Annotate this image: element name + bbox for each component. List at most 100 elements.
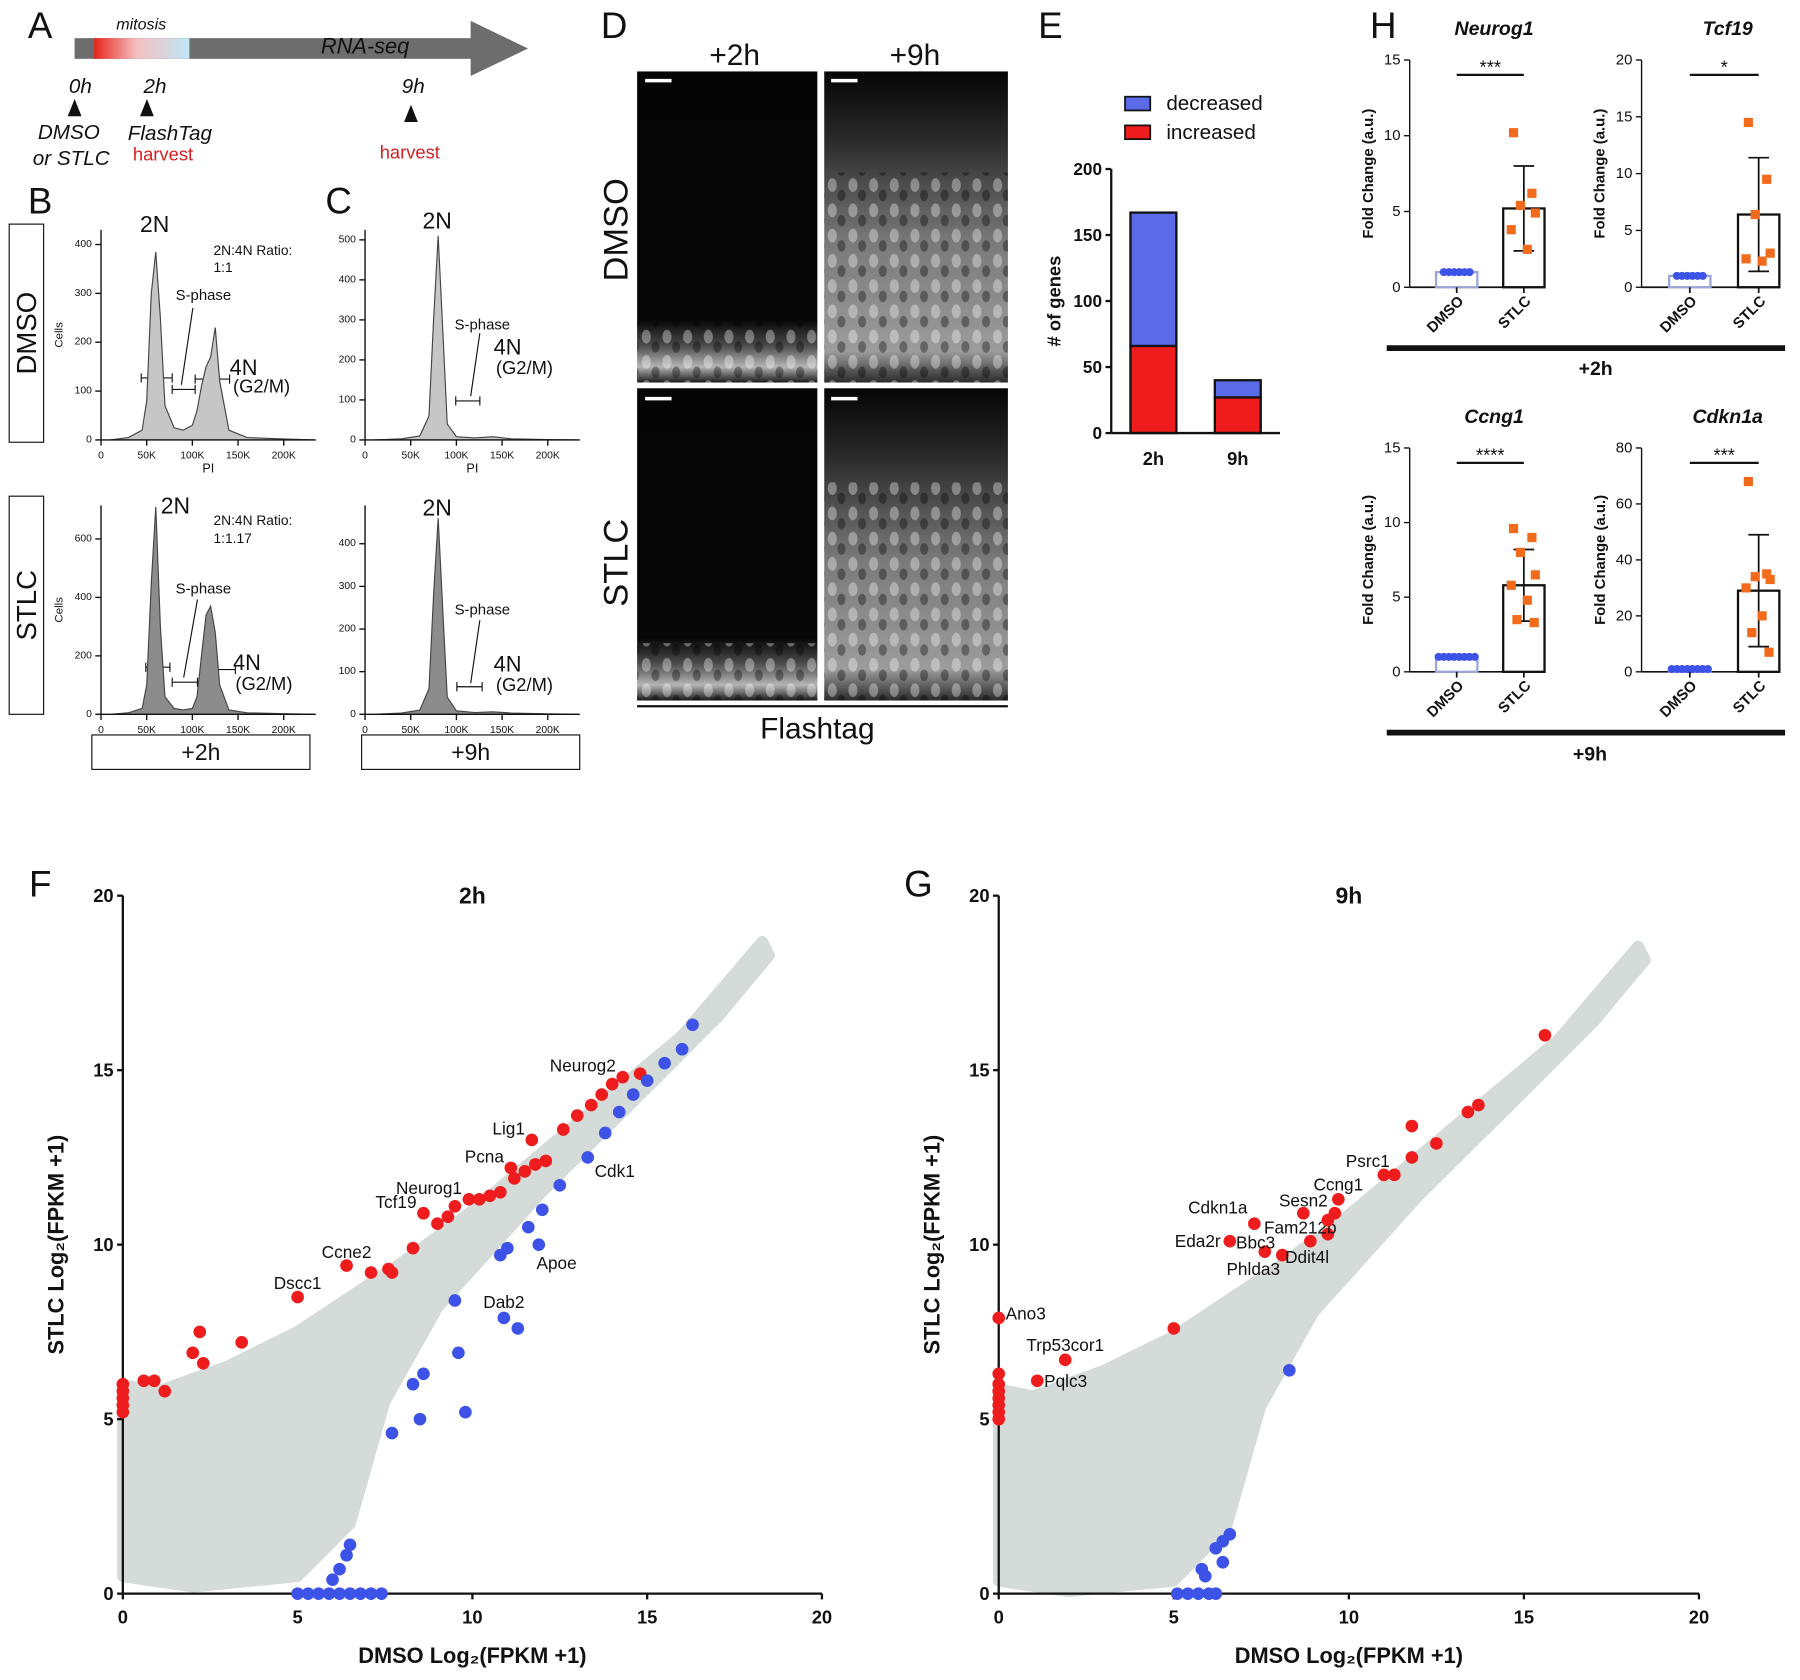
data-point xyxy=(1747,628,1757,638)
data-point xyxy=(483,1189,497,1203)
x-tick-label: STLC xyxy=(1495,293,1535,333)
annotation: 4N xyxy=(230,355,258,380)
y-tick-label: 100 xyxy=(339,394,356,405)
data-point xyxy=(413,1412,427,1426)
data-point xyxy=(1512,615,1522,625)
point-label: Ano3 xyxy=(1006,1303,1046,1323)
y-tick-label: 0 xyxy=(979,1583,989,1604)
significance: *** xyxy=(1714,444,1735,465)
y-tick-label: 40 xyxy=(1616,551,1633,568)
bar-segment xyxy=(1129,211,1178,348)
data-point xyxy=(1470,652,1479,661)
micrograph-texture xyxy=(637,643,818,701)
data-point xyxy=(333,1587,346,1600)
y-tick-label: 0 xyxy=(86,434,92,445)
y-axis-label: Fold Change (a.u.) xyxy=(1360,495,1377,625)
data-point xyxy=(326,1573,339,1586)
y-tick-label: 10 xyxy=(1616,165,1633,182)
annotation: S-phase xyxy=(455,317,511,334)
point-label: Lig1 xyxy=(492,1118,525,1138)
mitosis-bar xyxy=(94,38,190,59)
timeline-arrowhead xyxy=(470,20,529,77)
y-tick-label: 200 xyxy=(75,337,92,348)
data-point xyxy=(1743,117,1753,128)
data-point xyxy=(1030,1374,1044,1388)
point-label: Neurog2 xyxy=(550,1056,616,1076)
data-point xyxy=(1195,1562,1209,1576)
y-tick-label: 400 xyxy=(339,274,356,285)
column-label: +2h xyxy=(709,39,760,72)
data-point xyxy=(1472,1098,1485,1112)
micrograph-texture xyxy=(824,172,1008,383)
x-tick-label: DMSO xyxy=(1424,293,1468,337)
legend-label: decreased xyxy=(1166,92,1262,115)
data-point xyxy=(406,1377,420,1391)
data-point xyxy=(504,1161,518,1175)
x-tick-label: 15 xyxy=(637,1607,657,1628)
data-point xyxy=(1328,1206,1342,1220)
panel-label: E xyxy=(1038,5,1063,46)
data-point xyxy=(1522,244,1532,254)
data-point xyxy=(1058,1353,1072,1367)
point-label: Pcna xyxy=(465,1146,505,1166)
chart-title: Neurog1 xyxy=(1455,18,1534,40)
data-point xyxy=(448,1294,462,1307)
data-point xyxy=(312,1587,325,1600)
timepoint-marker xyxy=(404,104,418,122)
x-tick-label: 200K xyxy=(272,451,296,462)
data-point xyxy=(1527,532,1537,543)
data-point xyxy=(1530,208,1540,218)
data-point xyxy=(1529,617,1539,628)
y-tick-label: 80 xyxy=(1616,439,1633,456)
data-point xyxy=(556,1123,570,1136)
x-tick-label: 150K xyxy=(490,725,514,736)
chart-title: 9h xyxy=(1335,883,1362,909)
y-tick-label: 100 xyxy=(75,386,92,397)
y-tick-label: 0 xyxy=(1624,279,1632,296)
annotation: 2N xyxy=(422,495,451,521)
data-point xyxy=(158,1384,172,1398)
data-point xyxy=(1170,1587,1184,1600)
y-axis-label: Fold Change (a.u.) xyxy=(1592,495,1609,625)
x-tick-label: 100K xyxy=(444,451,468,462)
time-box-label: +2h xyxy=(181,739,220,765)
y-tick-label: 0 xyxy=(103,1583,113,1604)
y-tick-label: 20 xyxy=(93,885,113,906)
annotation: (G2/M) xyxy=(235,673,292,694)
y-tick-label: 400 xyxy=(75,592,92,603)
x-tick-label: 200K xyxy=(536,725,560,736)
x-tick-label: 150K xyxy=(490,451,514,462)
data-point xyxy=(343,1587,357,1600)
data-point xyxy=(1388,1168,1401,1182)
bar-segment xyxy=(1129,344,1178,435)
column-label: +9h xyxy=(890,39,941,72)
x-tick-label: 0 xyxy=(362,725,368,736)
y-tick-label: 0 xyxy=(86,709,92,720)
data-point xyxy=(340,1548,353,1562)
data-point xyxy=(616,1070,630,1084)
data-point xyxy=(658,1056,671,1070)
y-tick-label: 15 xyxy=(1384,51,1401,68)
data-point xyxy=(116,1377,130,1391)
x-axis-label: PI xyxy=(202,462,214,476)
timepoint-marker xyxy=(67,98,82,117)
data-point xyxy=(525,1133,539,1147)
data-point xyxy=(528,1158,542,1171)
histogram-area xyxy=(374,235,580,441)
y-tick-label: 5 xyxy=(1392,203,1400,220)
x-axis-label: PI xyxy=(466,462,478,476)
x-axis-label: DMSO Log₂(FPKM +1) xyxy=(1235,1643,1463,1668)
data-point xyxy=(992,1367,1006,1381)
time-label: 9h xyxy=(402,75,425,98)
point-label: Cdk1 xyxy=(595,1161,635,1181)
data-point xyxy=(686,1018,699,1032)
annotation: 2N:4N Ratio: xyxy=(214,243,293,258)
data-point xyxy=(626,1088,640,1101)
data-point xyxy=(1332,1192,1345,1206)
data-point xyxy=(1430,1137,1443,1150)
data-point xyxy=(1757,611,1767,621)
y-tick-label: 20 xyxy=(1616,607,1633,624)
annotation: 1:1.17 xyxy=(214,531,252,546)
bar-segment xyxy=(1213,396,1262,435)
